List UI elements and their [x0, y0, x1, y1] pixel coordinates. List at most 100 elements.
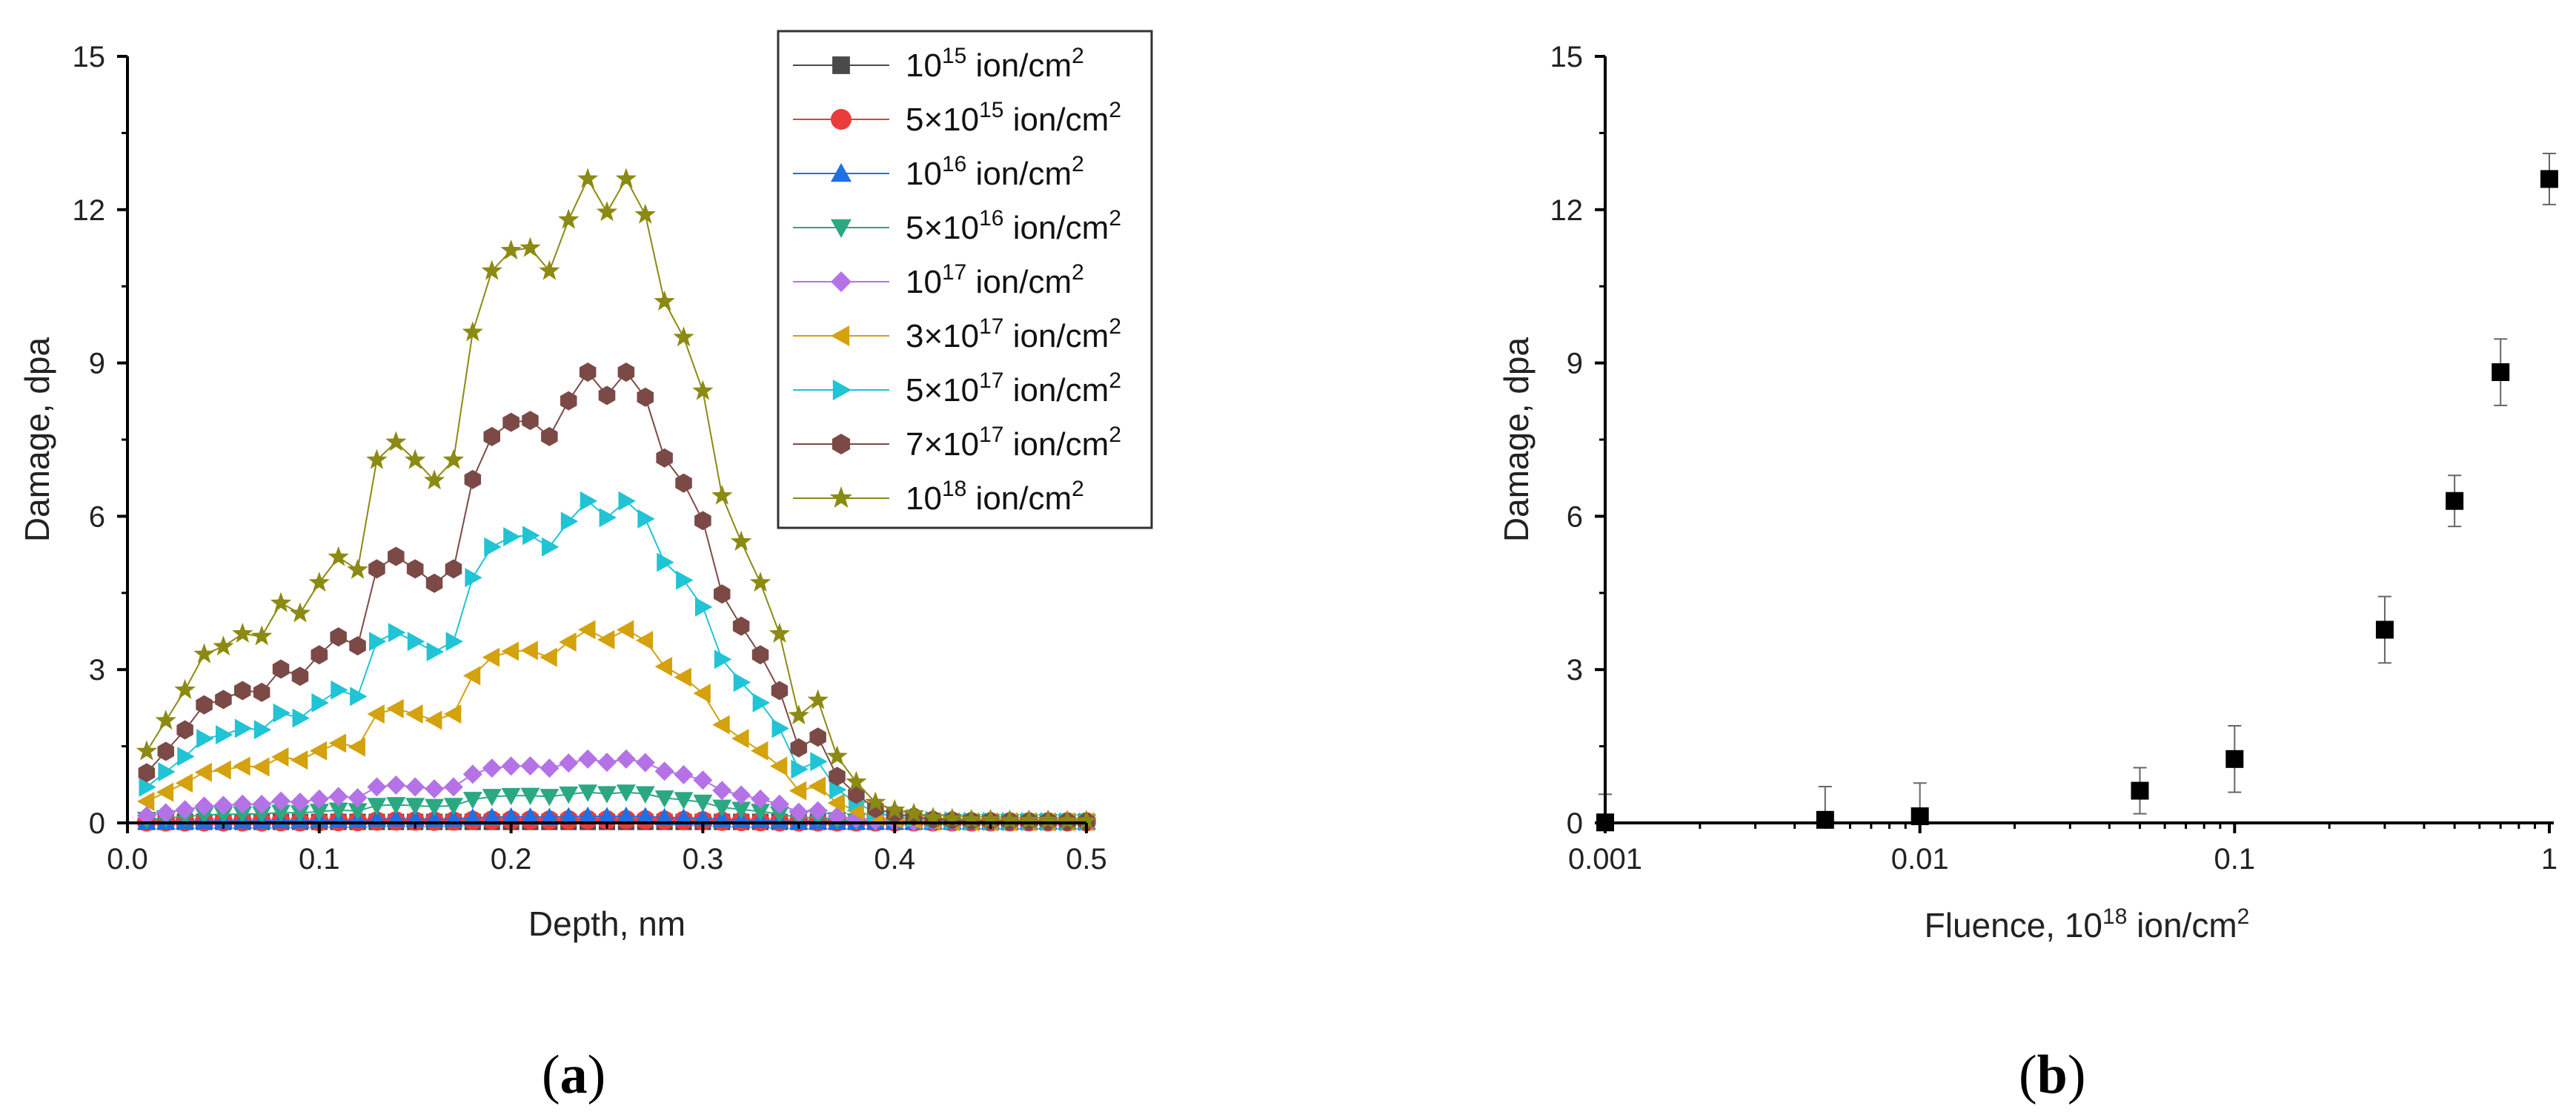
data-point — [617, 363, 635, 382]
data-point — [751, 741, 769, 761]
data-point — [501, 787, 521, 806]
data-point — [445, 632, 463, 652]
data-point-group — [2540, 152, 2558, 205]
data-point — [519, 236, 541, 257]
y-tick-label: 6 — [89, 500, 105, 533]
panel-b-x-axis-label: Fluence, 1018 ion/cm2 — [1925, 904, 2250, 944]
data-point — [174, 678, 196, 699]
data-point — [272, 659, 290, 679]
data-point-group — [2131, 767, 2149, 815]
data-point — [196, 695, 213, 715]
data-point — [769, 794, 789, 814]
legend-marker — [831, 219, 852, 238]
data-point — [462, 321, 484, 342]
legend-entry: 5×1015 ion/cm2 — [793, 98, 1121, 138]
data-point — [560, 512, 579, 532]
data-point — [443, 777, 463, 797]
data-point — [712, 799, 732, 817]
data-point-group — [2225, 725, 2244, 793]
data-point — [385, 431, 407, 451]
data-point — [252, 795, 272, 815]
x-tick-label: 0.4 — [874, 843, 915, 876]
data-point — [138, 763, 156, 783]
data-point — [194, 762, 212, 782]
data-point — [599, 508, 617, 528]
data-point — [695, 597, 713, 617]
data-point — [309, 789, 329, 809]
legend-marker — [832, 380, 852, 400]
data-point — [386, 775, 406, 795]
data-point — [193, 643, 215, 664]
data-point — [423, 469, 445, 490]
data-point — [156, 803, 176, 823]
data-point — [215, 689, 232, 709]
data-point — [578, 749, 598, 769]
data-point — [366, 449, 388, 469]
data-point — [657, 552, 674, 572]
data-point — [714, 649, 732, 669]
data-point — [348, 803, 368, 821]
data-point — [597, 807, 617, 824]
data-point — [348, 788, 368, 808]
data-point — [656, 448, 673, 468]
legend-entry: 3×1017 ion/cm2 — [793, 314, 1121, 354]
data-point — [308, 572, 330, 592]
data-point — [462, 792, 482, 810]
data-point — [291, 666, 309, 686]
data-point — [578, 620, 596, 640]
data-point — [405, 449, 426, 469]
data-point — [674, 808, 694, 826]
data-point — [597, 752, 617, 772]
data-point — [848, 784, 865, 804]
data-point — [271, 804, 291, 822]
data-point — [443, 704, 462, 724]
data-point — [482, 789, 502, 807]
y-tick-label: 6 — [1567, 500, 1583, 533]
data-point — [522, 411, 539, 431]
legend-entry: 1018 ion/cm2 — [793, 477, 1084, 517]
data-point — [136, 740, 158, 761]
data-point — [406, 559, 424, 579]
data-point — [540, 758, 560, 778]
data-point-group — [2446, 474, 2464, 528]
data-point — [807, 689, 829, 709]
data-point — [176, 720, 193, 740]
x-tick-label: 0.001 — [1568, 843, 1642, 876]
data-point — [616, 807, 636, 824]
data-point — [1056, 810, 1078, 830]
data-point — [752, 693, 771, 713]
data-point — [386, 797, 406, 815]
data-point — [175, 800, 195, 820]
data-point — [462, 666, 481, 686]
data-point — [539, 259, 560, 280]
data-point — [290, 805, 310, 823]
data-point — [367, 704, 385, 724]
data-point — [540, 789, 560, 807]
data-point — [328, 733, 347, 753]
legend-entry: 5×1017 ion/cm2 — [793, 368, 1121, 408]
data-point — [388, 623, 406, 643]
data-point — [826, 745, 848, 766]
panel-a-legend: 1015 ion/cm2 5×1015 ion/cm2 1016 ion/cm2 5×… — [777, 30, 1153, 529]
data-point — [311, 693, 329, 713]
data-point — [158, 762, 176, 782]
data-point — [289, 602, 311, 623]
data-point — [136, 792, 155, 812]
data-point — [405, 704, 423, 724]
data-point — [350, 686, 368, 707]
data-point — [999, 809, 1020, 830]
y-tick-label: 3 — [1567, 654, 1583, 686]
data-point — [2540, 170, 2558, 188]
data-point — [654, 790, 674, 808]
data-point — [731, 729, 749, 749]
data-point — [791, 759, 809, 779]
y-tick-label: 12 — [1550, 194, 1584, 227]
x-tick-label: 0.3 — [683, 843, 724, 876]
data-point — [407, 632, 425, 652]
panel-b-label: (b) — [2019, 1045, 2085, 1105]
data-point — [232, 623, 253, 643]
data-point — [290, 792, 310, 812]
data-point — [425, 779, 445, 799]
data-point — [501, 641, 519, 661]
legend-label: 1018 ion/cm2 — [906, 477, 1084, 517]
